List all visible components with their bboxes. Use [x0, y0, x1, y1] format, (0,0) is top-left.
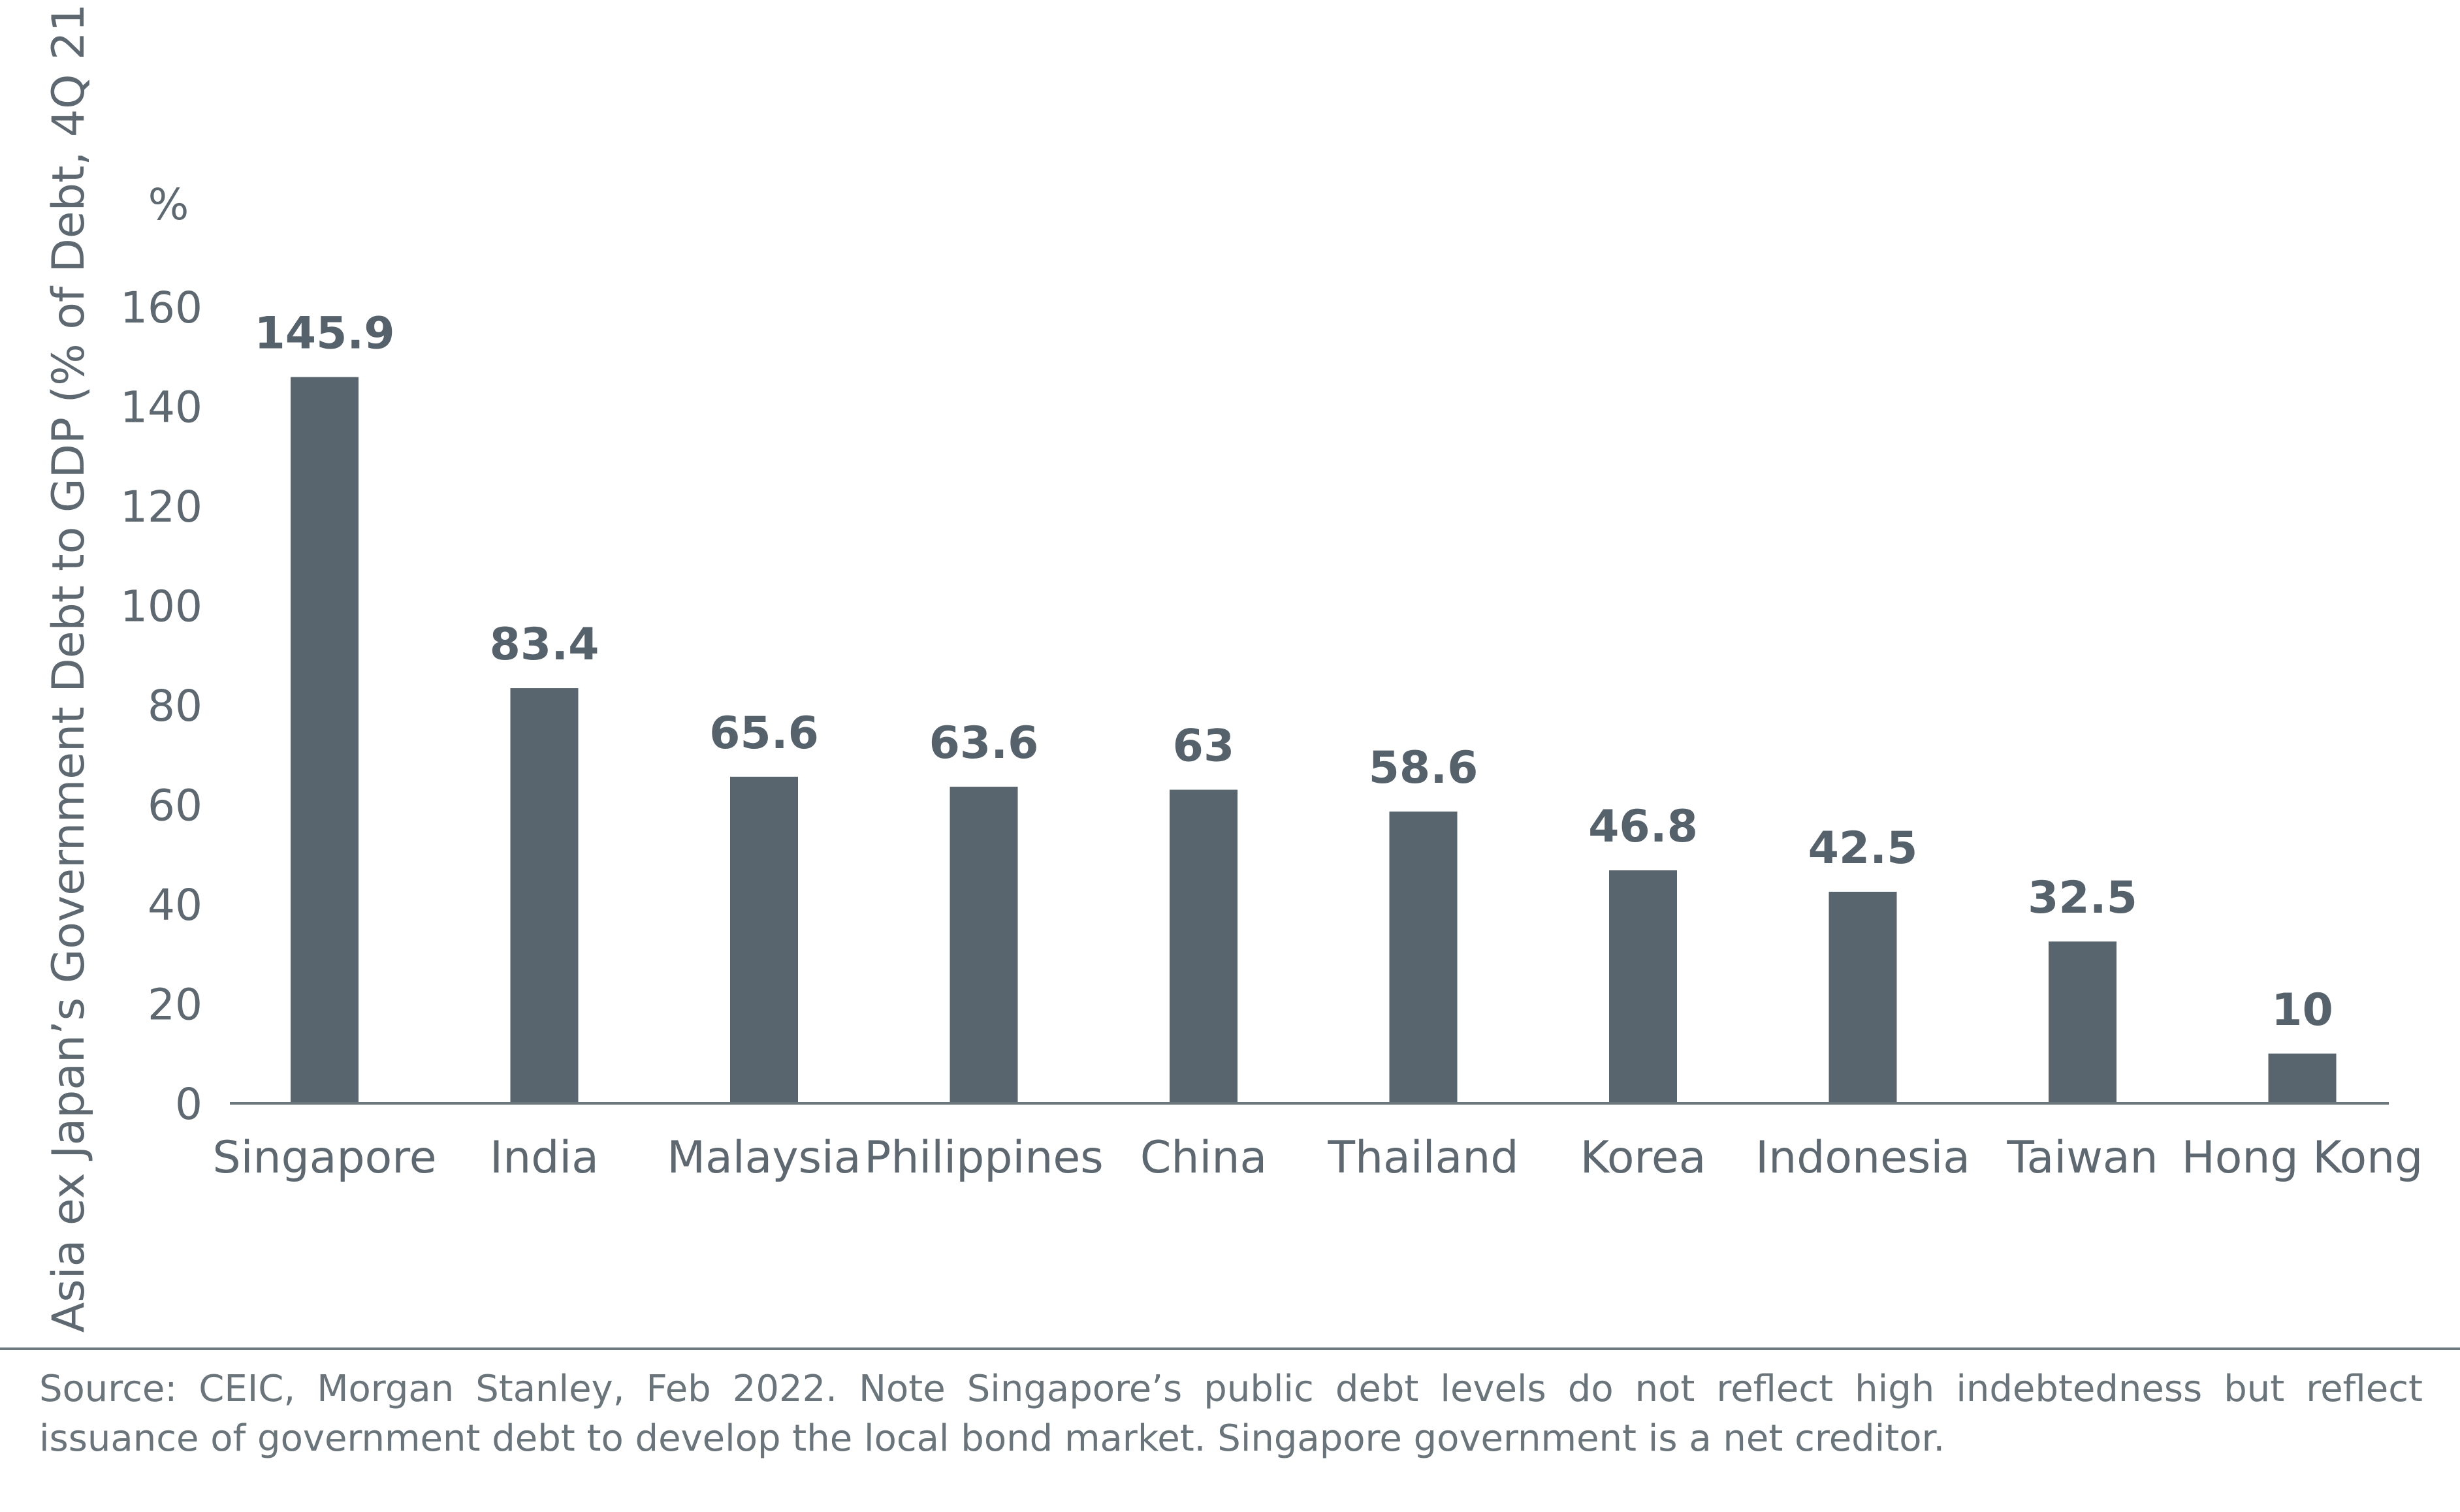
data-label: 42.5: [1808, 823, 1918, 874]
bar: [2268, 1053, 2337, 1103]
y-axis-unit: %: [148, 180, 189, 230]
x-tick-label: Singapore: [212, 1132, 436, 1184]
data-labels: 145.9 83.4 65.6 63.6 63 58.6 46.8 42.5 32.5 10: [254, 308, 2333, 1036]
bar: [1170, 789, 1238, 1103]
bar: [291, 377, 359, 1104]
y-tick-label: 0: [175, 1079, 202, 1129]
x-tick-label: Thailand: [1327, 1132, 1518, 1184]
data-label: 83.4: [490, 619, 599, 670]
x-tick-label: Taiwan: [2006, 1132, 2158, 1184]
bar: [1609, 870, 1677, 1103]
y-tick-label: 80: [148, 681, 202, 731]
bar: [2049, 941, 2117, 1103]
x-axis-ticks: Singapore India Malaysia Philippines China Th…: [212, 1132, 2423, 1184]
y-axis-ticks: 0 20 40 60 80 100 120 140 160: [120, 283, 202, 1129]
x-tick-label: Korea: [1580, 1132, 1706, 1184]
data-label: 46.8: [1588, 801, 1698, 853]
bar: [1389, 811, 1458, 1103]
chart: Asia ex Japan’s Government Debt to GDP (…: [43, 0, 2423, 1332]
x-tick-label: India: [490, 1132, 599, 1184]
footer-divider: [0, 1347, 2460, 1350]
bars: [291, 377, 2337, 1104]
data-label: 32.5: [2028, 872, 2137, 924]
data-label: 10: [2271, 984, 2333, 1036]
bar: [950, 787, 1018, 1103]
x-tick-label: Indonesia: [1755, 1132, 1970, 1184]
y-axis-title: Asia ex Japan’s Government Debt to GDP (…: [43, 0, 95, 1332]
data-label: 145.9: [254, 308, 394, 360]
y-tick-label: 60: [148, 781, 202, 831]
x-tick-label: Philippines: [864, 1132, 1103, 1184]
data-label: 63.6: [929, 717, 1039, 769]
y-tick-label: 120: [120, 482, 202, 532]
data-label: 65.6: [709, 708, 819, 759]
data-label: 63: [1173, 721, 1235, 772]
bar: [510, 688, 579, 1103]
x-tick-label: Malaysia: [667, 1132, 861, 1184]
y-tick-label: 100: [120, 582, 202, 632]
x-tick-label: China: [1140, 1132, 1267, 1184]
y-tick-label: 160: [120, 283, 202, 333]
bar: [730, 776, 798, 1103]
source-note: Source: CEIC, Morgan Stanley, Feb 2022. …: [39, 1368, 2423, 1460]
y-tick-label: 20: [148, 980, 202, 1030]
bar: [1829, 891, 1897, 1103]
y-tick-label: 140: [120, 383, 202, 433]
y-tick-label: 40: [148, 880, 202, 930]
x-tick-label: Hong Kong: [2182, 1132, 2423, 1184]
data-label: 58.6: [1369, 742, 1478, 794]
